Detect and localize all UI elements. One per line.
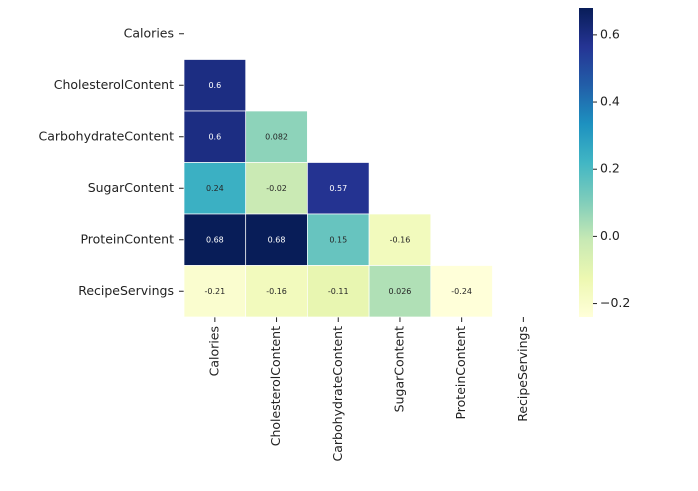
cell-label: -0.16 [390,235,411,244]
cell-label: -0.24 [451,287,472,296]
heatmap-cell [368,213,432,266]
heatmap-cell [245,110,308,163]
cell-label: 0.082 [265,132,288,141]
cell-label: 0.68 [268,235,286,244]
cell-label: 0.68 [206,235,224,244]
y-tick-label: RecipeServings [78,283,174,298]
colorbar-tick-label: 0.4 [600,94,620,109]
x-tick-label: CarbohydrateContent [330,326,345,462]
x-tick-label: Calories [206,326,221,376]
heatmap-cell [183,213,247,266]
x-tick-label: ProteinContent [453,326,468,420]
cell-label: 0.24 [206,184,224,193]
x-tick-label: RecipeServings [515,326,530,422]
cell-label: 0.15 [329,235,347,244]
heatmap-cell [307,213,370,266]
y-tick-label: SugarContent [88,180,174,195]
colorbar-tick-label: 0.2 [600,161,620,176]
y-tick-label: ProteinContent [80,231,174,246]
colorbar [579,8,593,317]
colorbar-tick-label: −0.2 [600,295,630,310]
heatmap-cell [368,265,432,318]
cell-label: -0.02 [266,184,287,193]
colorbar-tick-label: 0.6 [600,26,620,41]
y-tick-label: Calories [124,25,174,40]
cell-label: -0.11 [328,287,349,296]
heatmap-cell [183,110,247,163]
x-tick-label: SugarContent [391,326,406,412]
cell-label: 0.6 [208,132,221,141]
colorbar-tick-label: 0.0 [600,228,620,243]
heatmap-cell [183,265,247,318]
heatmap-cell [307,265,370,318]
y-tick-label: CarbohydrateContent [39,128,175,143]
cell-label: -0.21 [204,287,225,296]
cell-label: 0.57 [329,184,347,193]
y-tick-label: CholesterolContent [54,77,174,92]
x-tick-label: CholesterolContent [268,326,283,446]
heatmap-cell [430,265,493,318]
heatmap-cell [245,265,308,318]
heatmap-cell [183,162,247,215]
cell-label: -0.16 [266,287,287,296]
cell-label: 0.6 [208,81,221,90]
heatmap-cell [183,59,247,112]
cell-label: 0.026 [388,287,411,296]
